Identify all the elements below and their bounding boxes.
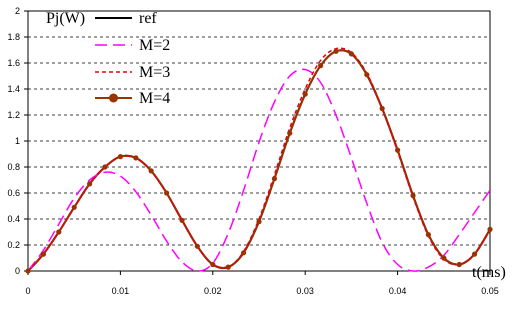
data-point: [333, 48, 339, 54]
data-point: [256, 219, 262, 225]
legend: ref M=2 M=3 M=4: [95, 10, 170, 107]
data-point: [425, 232, 431, 238]
y-tick-label: 2: [15, 6, 20, 16]
data-point: [240, 250, 247, 256]
axes: [24, 10, 491, 275]
legend-label: M=2: [139, 37, 170, 54]
data-point: [56, 229, 62, 235]
series-markers: [25, 48, 493, 274]
series-lines: [27, 47, 491, 272]
data-point: [395, 147, 401, 153]
data-point: [471, 251, 478, 257]
series-line-m-3: [27, 47, 491, 272]
series-line-m-2: [27, 68, 491, 272]
data-point: [225, 264, 231, 270]
data-point: [133, 155, 139, 161]
x-tick-label: 0.01: [112, 286, 130, 296]
data-point: [441, 255, 447, 261]
data-point: [271, 176, 278, 182]
data-point: [210, 261, 216, 268]
y-tick-label: 1.8: [7, 32, 20, 42]
y-tick-label: 1.6: [7, 58, 20, 68]
y-tick-label: 0.4: [7, 214, 20, 224]
x-tick-label: 0.05: [481, 286, 499, 296]
x-axis-label: t(ms): [472, 264, 506, 281]
data-point: [148, 168, 154, 174]
series-line-m-4: [27, 49, 491, 272]
y-tick-label: 1.4: [7, 84, 20, 94]
y-tick-label: 0.6: [7, 188, 20, 198]
legend-marker: [109, 93, 118, 103]
legend-label: M=3: [139, 64, 170, 81]
data-point: [487, 226, 493, 232]
y-axis-label: Pj(W): [46, 10, 85, 27]
data-point: [179, 217, 185, 223]
data-point: [87, 181, 93, 187]
data-point: [25, 268, 31, 274]
data-point: [194, 243, 200, 249]
tick-labels: 0 0.2 0.4 0.6 0.8 1 1.2 1.4 1.6 1.8 2 0 0.01 0.02 0.03…: [7, 6, 498, 296]
legend-label: M=4: [139, 90, 170, 107]
x-tick-label: 0: [25, 286, 30, 296]
data-point: [318, 63, 324, 69]
y-tick-label: 0.8: [7, 162, 20, 172]
data-point: [71, 204, 77, 210]
x-tick-label: 0.03: [296, 286, 314, 296]
x-tick-label: 0.02: [204, 286, 222, 296]
plot-frame: [27, 10, 491, 272]
y-tick-label: 1: [15, 136, 20, 146]
y-tick-label: 0.2: [7, 240, 20, 250]
data-point: [379, 105, 385, 112]
data-point: [287, 130, 293, 136]
data-point: [40, 251, 47, 257]
data-point: [102, 164, 108, 170]
data-point: [410, 193, 416, 199]
data-point: [164, 190, 170, 196]
data-point: [456, 261, 462, 268]
legend-label: ref: [139, 10, 157, 27]
series-line-ref: [27, 49, 491, 272]
data-point: [348, 51, 354, 57]
y-tick-label: 1.2: [7, 110, 20, 120]
x-tick-label: 0.04: [389, 286, 407, 296]
data-point: [117, 154, 123, 160]
y-tick-label: 0: [15, 266, 20, 276]
data-point: [364, 72, 370, 78]
gridlines: [28, 10, 490, 246]
data-point: [302, 91, 308, 97]
